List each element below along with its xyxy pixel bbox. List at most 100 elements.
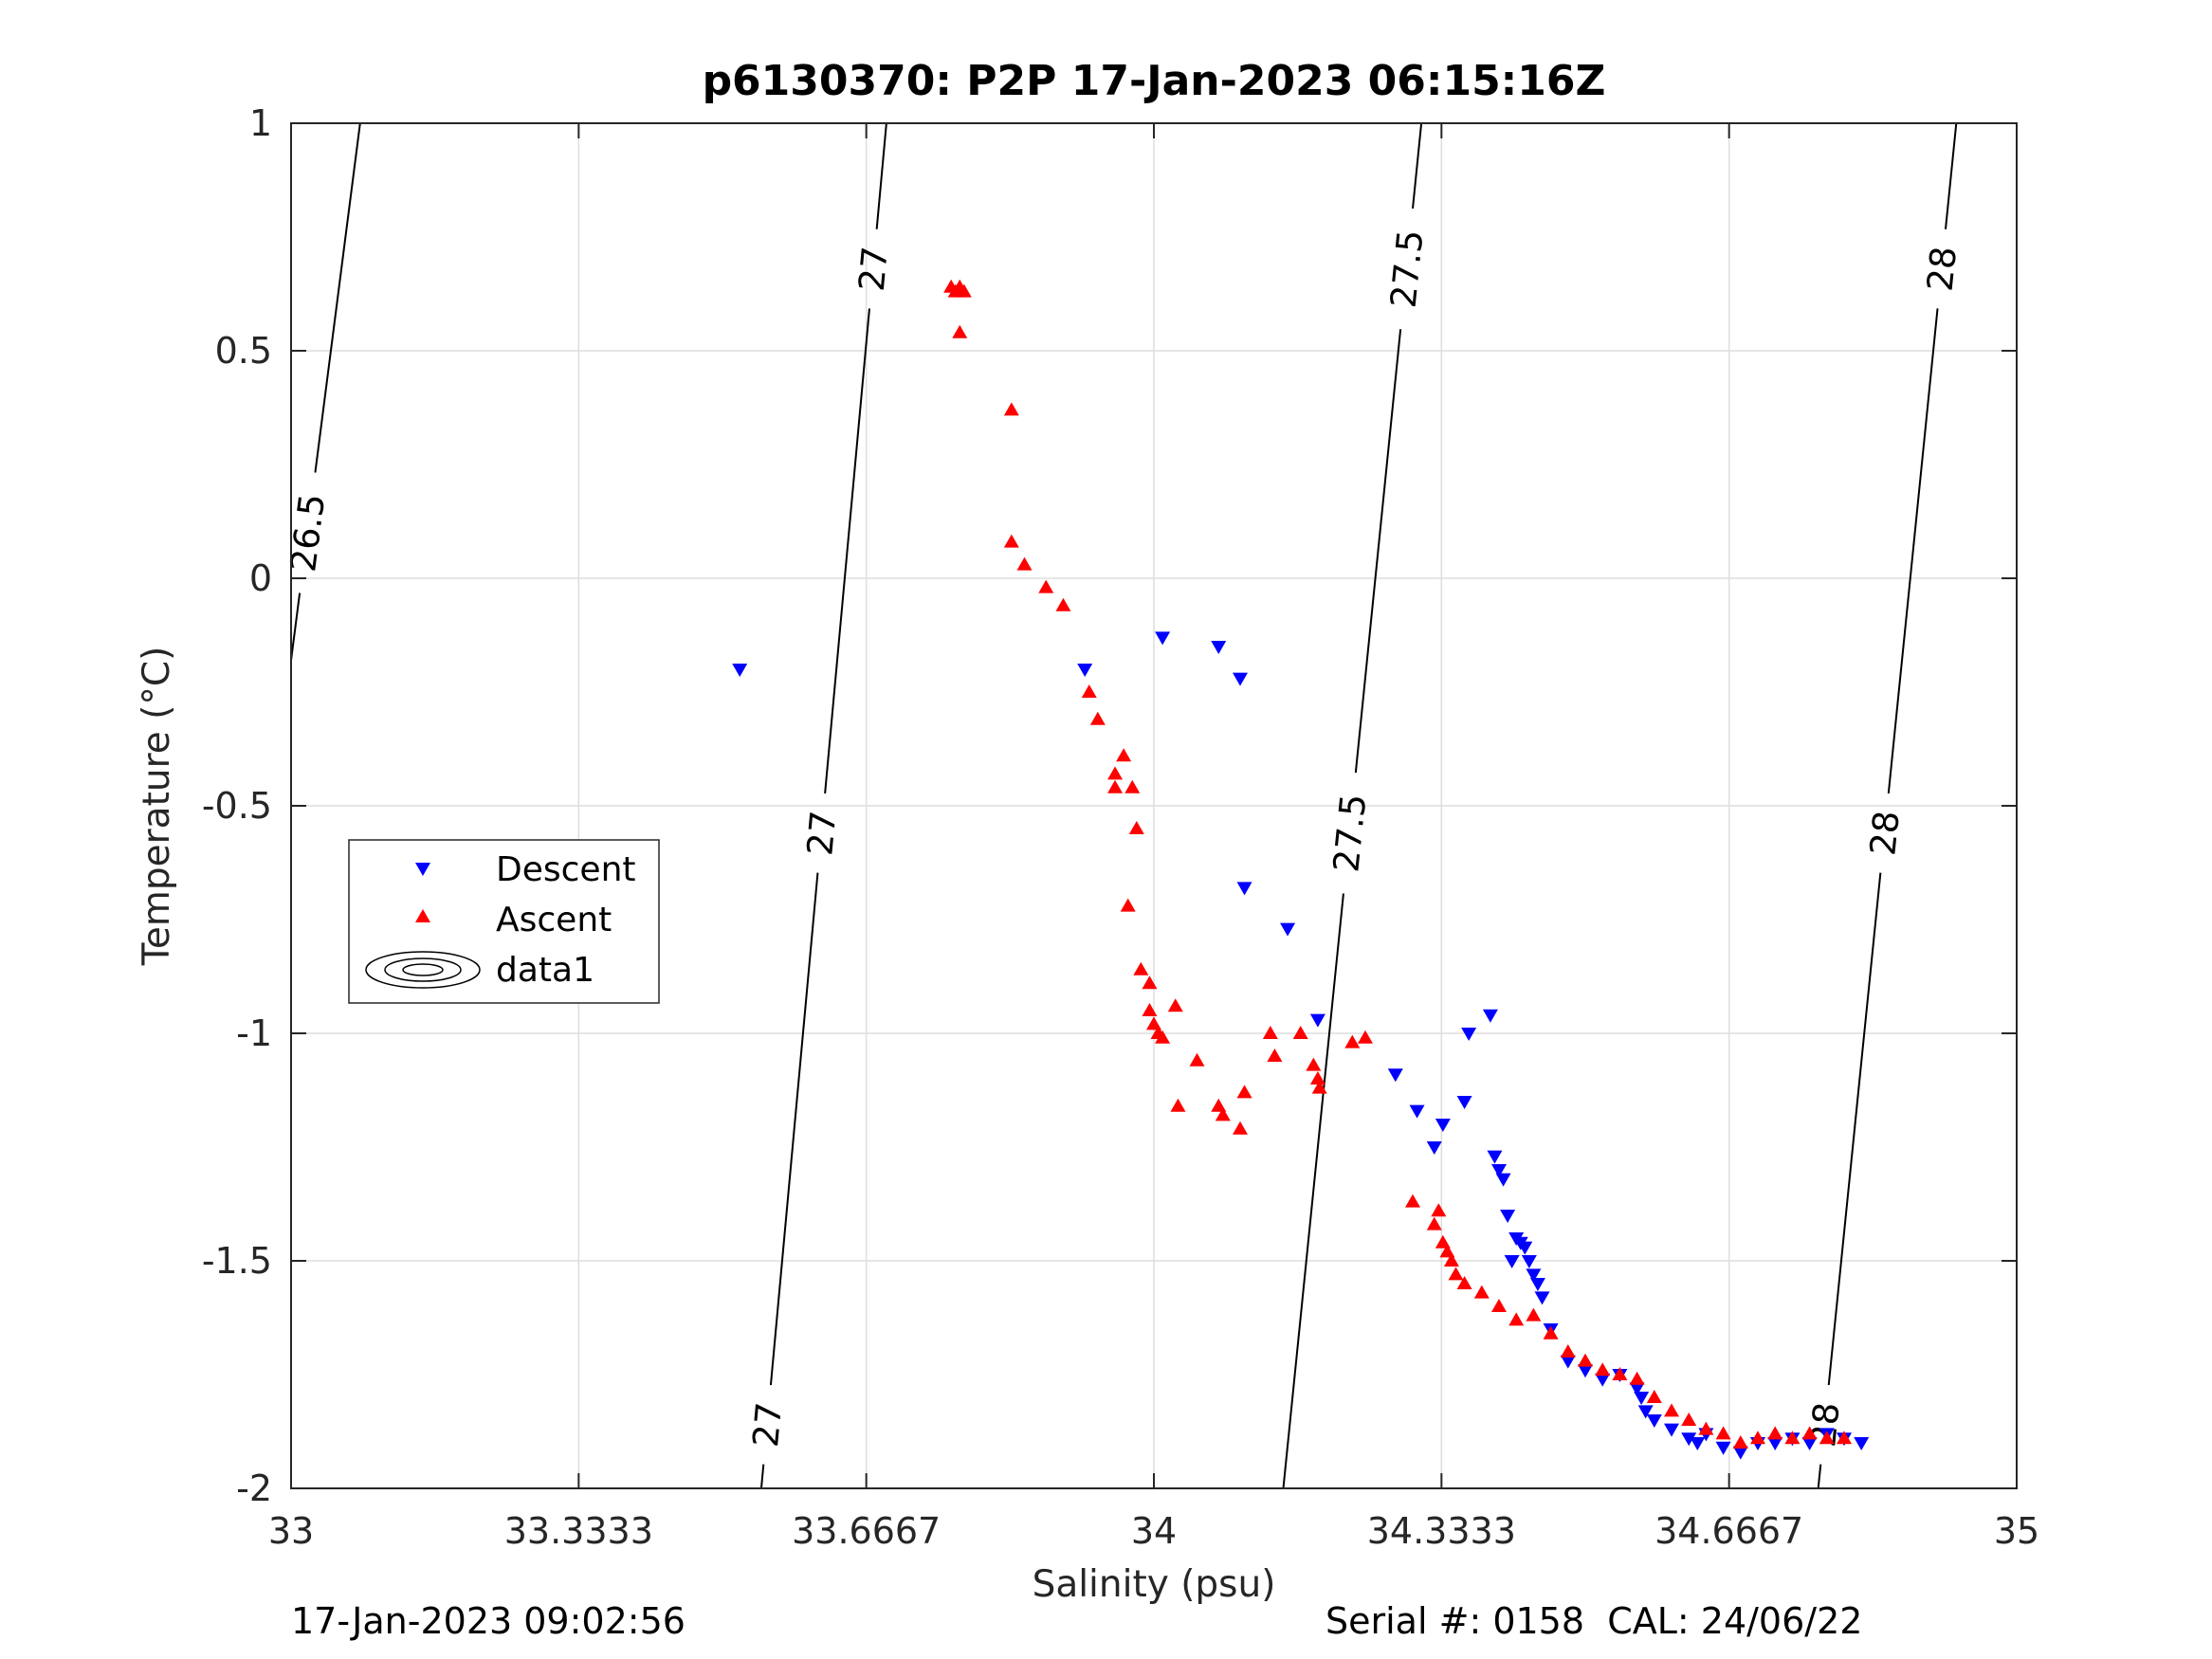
ascent-point: [1819, 1431, 1835, 1445]
y-tick-label: 1: [249, 102, 272, 144]
ascent-point: [1142, 975, 1158, 990]
isopycnal-line: [1944, 122, 1958, 229]
chart-title: p6130370: P2P 17-Jan-2023 06:15:16Z: [703, 57, 1606, 105]
descent-point: [1854, 1437, 1870, 1450]
descent-point: [1487, 1150, 1503, 1164]
y-tick-label: -1: [236, 1012, 272, 1054]
y-tick-label: -1.5: [202, 1240, 272, 1282]
descent-point: [1482, 1009, 1498, 1023]
y-tick-label: -0.5: [202, 785, 272, 827]
isopycnal-label: 28: [1862, 809, 1908, 857]
ascent-point: [1508, 1312, 1525, 1326]
ascent-point: [1081, 684, 1097, 698]
ascent-point: [1431, 1203, 1447, 1217]
isopycnal-label: 27: [851, 245, 896, 293]
ascent-point: [1784, 1431, 1801, 1445]
descent-point: [1461, 1028, 1477, 1041]
isopycnal-line: [1817, 1464, 1822, 1489]
descent-point: [1715, 1441, 1731, 1455]
descent-point: [1504, 1255, 1520, 1268]
descent-point: [1387, 1068, 1403, 1083]
isopycnal-line: [1827, 872, 1882, 1386]
isopycnal-line: [314, 122, 361, 473]
isopycnal-label: 27: [745, 1400, 790, 1449]
descent-point: [1521, 1255, 1537, 1268]
ascent-point: [1698, 1421, 1714, 1435]
ascent-point: [1664, 1403, 1679, 1417]
ascent-point: [956, 283, 972, 298]
y-axis-label: Temperature (°C): [136, 647, 178, 967]
ascent-point: [1715, 1426, 1731, 1440]
ascent-point: [1133, 961, 1149, 975]
y-tick-label: -2: [236, 1468, 272, 1509]
ascent-point: [1107, 779, 1124, 793]
ascent-point: [1170, 1098, 1186, 1112]
legend-contour-icon: [365, 951, 481, 989]
descent-point: [1560, 1355, 1576, 1369]
ascent-point: [1262, 1026, 1278, 1039]
descent-point: [1690, 1437, 1706, 1450]
ascent-point: [1211, 1098, 1227, 1112]
isopycnal-line: [290, 592, 302, 661]
ascent-point: [1595, 1362, 1611, 1376]
descent-point: [1664, 1423, 1679, 1437]
ascent-point: [1426, 1216, 1442, 1231]
descent-point: [1634, 1392, 1650, 1405]
ascent-point: [1344, 1034, 1361, 1048]
descent-point: [732, 664, 748, 677]
y-tick-label: 0.5: [215, 330, 272, 372]
y-tick-label: 0: [249, 557, 272, 599]
axis-ticks: 33 33.3333 33.6667 34 34.3333 34.6667 35 -2 -1.5…: [202, 102, 2039, 1552]
isopycnal-line: [1354, 329, 1402, 774]
descent-point: [1517, 1241, 1533, 1255]
descent-point: [1526, 1268, 1542, 1283]
isopycnal-line: [1412, 122, 1423, 210]
descent-point: [1236, 882, 1252, 896]
isopycnal-label: 27: [799, 809, 844, 857]
ascent-point: [1439, 1244, 1455, 1258]
ascent-point: [1233, 1121, 1248, 1135]
ascent-point: [1003, 402, 1019, 416]
ascent-point: [1629, 1371, 1645, 1385]
ascent-point: [1124, 779, 1141, 793]
isopycnal-line: [769, 872, 819, 1386]
descent-point: [1211, 641, 1227, 654]
legend-descent-marker: [415, 863, 430, 876]
x-tick-label: 34: [1131, 1510, 1177, 1552]
descent-point: [1491, 1164, 1507, 1177]
ascent-point: [1292, 1026, 1308, 1039]
ascent-point: [1526, 1307, 1542, 1322]
isopycnal-line: [1282, 893, 1344, 1489]
ascent-point: [1089, 711, 1106, 725]
isopycnal-label: 27.5: [1383, 228, 1432, 310]
ascent-point: [1443, 1253, 1459, 1267]
ascent-point: [1801, 1426, 1818, 1440]
descent-point: [1495, 1173, 1511, 1187]
ascent-point: [1560, 1344, 1576, 1358]
descent-point: [1629, 1382, 1645, 1396]
ascent-point: [1016, 556, 1033, 571]
x-tick-label: 33.6667: [792, 1510, 941, 1552]
ascent-point: [1448, 1267, 1464, 1281]
isopycnal-line: [1887, 308, 1939, 794]
legend: Descent Ascent data1: [348, 839, 660, 1004]
ascent-point: [1309, 1071, 1325, 1085]
descent-point: [1077, 664, 1093, 677]
x-tick-label: 34.6667: [1654, 1510, 1803, 1552]
descent-point: [1767, 1437, 1783, 1450]
descent-point: [1646, 1414, 1662, 1428]
descent-point: [1435, 1119, 1451, 1132]
ascent-point: [1491, 1299, 1507, 1312]
ascent-point: [1646, 1390, 1662, 1403]
descent-point: [1637, 1405, 1654, 1419]
ascent-point: [1612, 1367, 1628, 1380]
ascent-point: [1167, 998, 1183, 1012]
legend-data1-label: data1: [496, 951, 594, 990]
data-points: [732, 279, 1870, 1460]
ascent-point: [1311, 1080, 1327, 1094]
descent-point: [1801, 1437, 1818, 1450]
descent-point: [1309, 1013, 1325, 1028]
legend-descent-label: Descent: [496, 850, 636, 889]
descent-point: [1409, 1104, 1425, 1119]
